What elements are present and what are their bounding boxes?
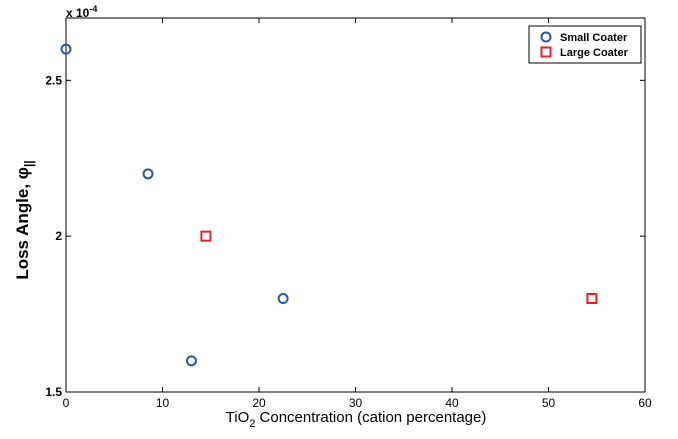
small-coater-point [60, 43, 72, 55]
x-tick-label: 60 [638, 396, 652, 410]
legend-marker-large-coater [540, 46, 552, 58]
x-axis-ticks: 0 10 20 30 40 50 60 [63, 18, 652, 410]
small-coater-point [185, 355, 197, 367]
legend-label-small-coater: Small Coater [560, 32, 628, 44]
data-marks [60, 43, 598, 367]
x-tick-label: 20 [252, 396, 266, 410]
y-axis-ticks: 1.5 2 2.5 [45, 73, 645, 399]
x-tick-label: 40 [445, 396, 459, 410]
plot-area [65, 17, 646, 393]
plot-frame [65, 17, 646, 393]
large-coater-point [200, 230, 212, 242]
x-tick-label: 50 [542, 396, 556, 410]
legend: Small Coater Large Coater [528, 25, 642, 64]
x-tick-label: 10 [156, 396, 170, 410]
small-coater-point [142, 168, 154, 180]
large-coater-point [586, 293, 598, 304]
y-tick-label: 1.5 [45, 385, 62, 399]
y-tick-label: 2.5 [45, 73, 62, 87]
y-axis-title: Loss Angle, φ|| [13, 160, 36, 279]
legend-marker-small-coater [540, 31, 552, 43]
x-tick-label: 30 [349, 396, 363, 410]
y-axis-exponent: x 10-4 [66, 4, 97, 20]
small-coater-point [277, 293, 289, 304]
x-axis-title: TiO2 Concentration (cation percentage) [226, 409, 487, 430]
legend-label-large-coater: Large Coater [560, 47, 629, 59]
y-tick-label: 2 [55, 229, 62, 243]
x-tick-label: 0 [63, 396, 70, 410]
